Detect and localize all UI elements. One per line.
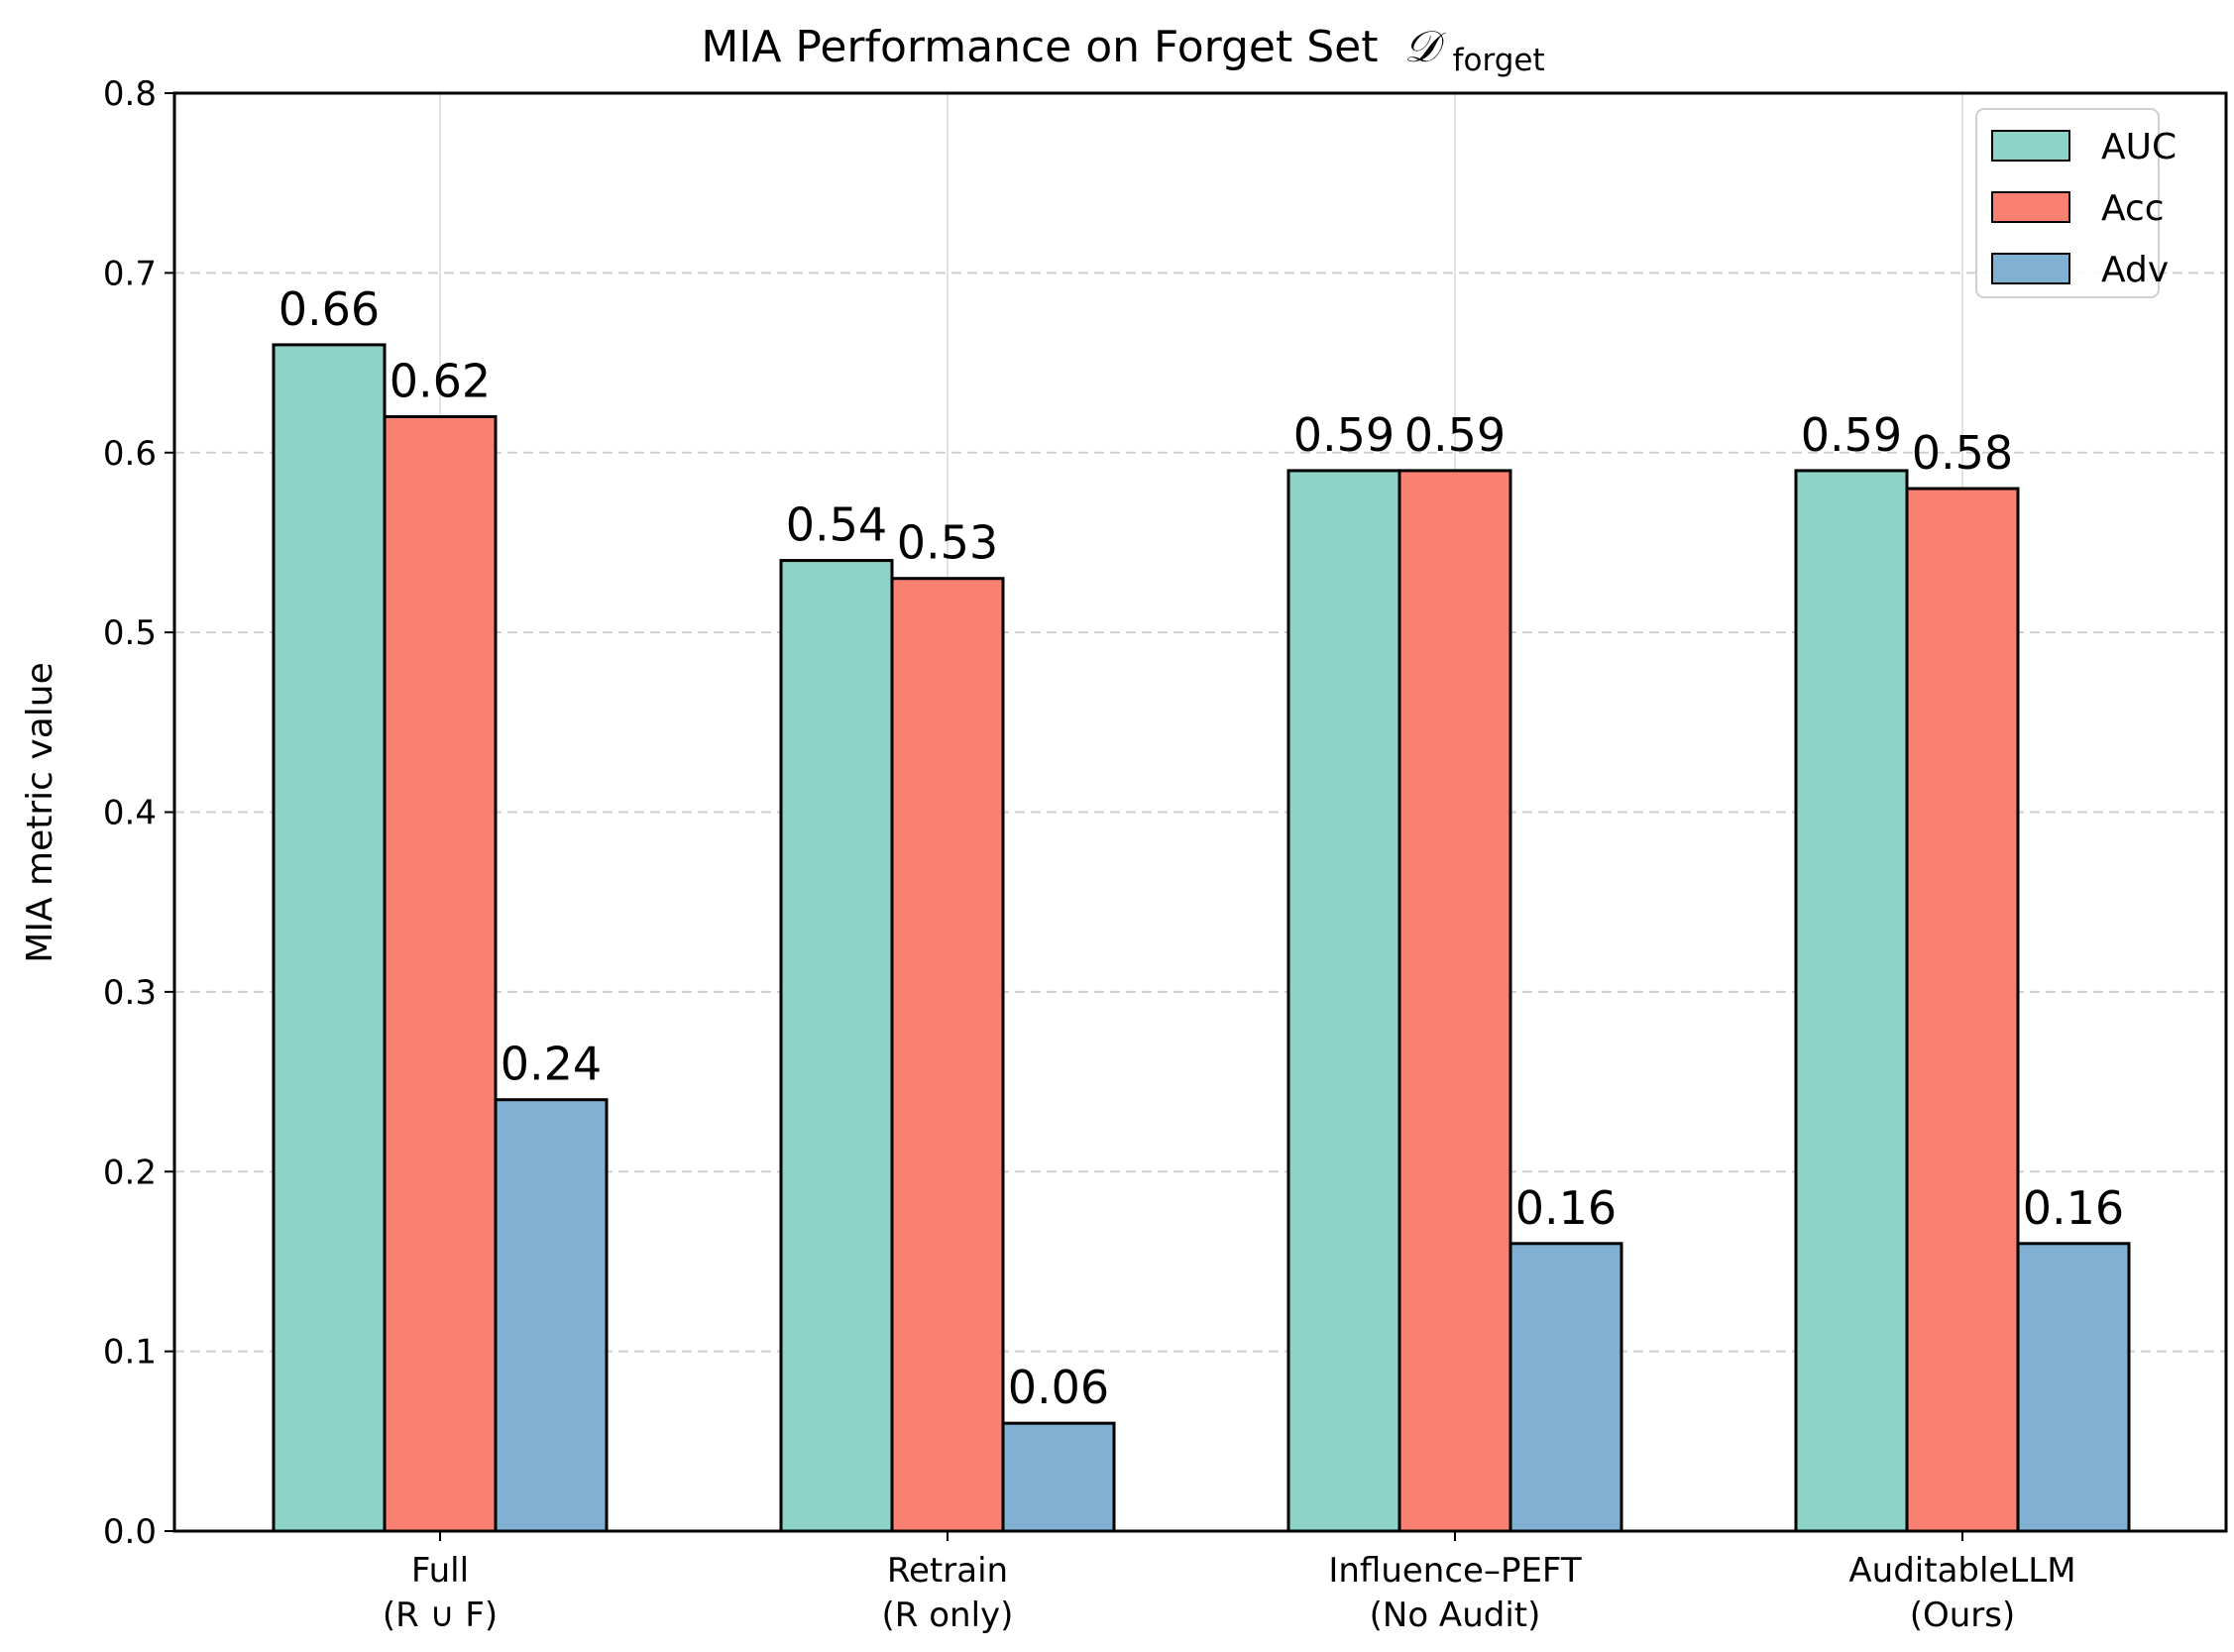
bar-auc-3 bbox=[1286, 469, 1401, 1533]
bar-value-label: 0.59 bbox=[1801, 408, 1902, 462]
bar-adv-4 bbox=[2016, 1242, 2131, 1533]
bar-value-label: 0.06 bbox=[1008, 1361, 1109, 1414]
y-tick-label: 0.2 bbox=[103, 1153, 157, 1192]
y-tick-label: 0.8 bbox=[103, 74, 157, 114]
y-tick-label: 0.7 bbox=[103, 254, 157, 293]
chart-title-text: MIA Performance on Forget Set bbox=[701, 22, 1378, 72]
legend-swatch-auc bbox=[1991, 130, 2070, 162]
bar-auc-1 bbox=[272, 343, 387, 1533]
bar-value-label: 0.16 bbox=[1515, 1181, 1617, 1235]
x-tick-sublabel: (R ∪ F) bbox=[383, 1596, 498, 1635]
legend-label-auc: AUC bbox=[2101, 127, 2177, 167]
chart-title-symbol: 𝒟 bbox=[1403, 22, 1446, 72]
y-tick-label: 0.1 bbox=[103, 1333, 157, 1373]
y-axis-ticks: 0.0 0.1 0.2 0.3 0.4 0.5 0.6 0.7 0.8 bbox=[103, 74, 174, 1552]
bar-auc-2 bbox=[779, 559, 894, 1533]
x-axis-ticks: Full (R ∪ F) Retrain (R only) Influence–PEFT… bbox=[383, 1531, 2076, 1635]
legend-swatch-adv bbox=[1991, 253, 2070, 284]
y-tick-label: 0.4 bbox=[103, 794, 157, 833]
bar-value-label: 0.58 bbox=[1912, 426, 2013, 480]
bar-value-label: 0.59 bbox=[1293, 408, 1395, 462]
bars bbox=[272, 343, 2131, 1533]
chart-title: MIA Performance on Forget Set 𝒟 forget bbox=[701, 22, 1544, 78]
bar-acc-1 bbox=[383, 414, 498, 1533]
bar-value-label: 0.24 bbox=[501, 1038, 602, 1091]
legend: AUC Acc Adv bbox=[1975, 108, 2177, 298]
bar-acc-2 bbox=[890, 577, 1005, 1533]
legend-label-acc: Acc bbox=[2101, 188, 2165, 229]
bar-value-label: 0.59 bbox=[1404, 408, 1506, 462]
bar-acc-3 bbox=[1397, 469, 1512, 1533]
bar-value-label: 0.16 bbox=[2023, 1181, 2124, 1235]
bar-adv-3 bbox=[1508, 1242, 1623, 1533]
bar-value-label: 0.62 bbox=[390, 354, 491, 407]
x-tick-sublabel: (R only) bbox=[882, 1596, 1014, 1635]
x-tick-label: Retrain bbox=[887, 1551, 1008, 1591]
y-tick-label: 0.3 bbox=[103, 973, 157, 1013]
x-tick-sublabel: (Ours) bbox=[1910, 1596, 2016, 1635]
bar-auc-4 bbox=[1794, 469, 1909, 1533]
bar-value-label: 0.53 bbox=[897, 516, 998, 570]
y-tick-label: 0.0 bbox=[103, 1512, 157, 1552]
x-tick-label: Full bbox=[411, 1551, 469, 1591]
legend-label-adv: Adv bbox=[2101, 250, 2169, 290]
y-tick-label: 0.6 bbox=[103, 434, 157, 474]
bar-adv-1 bbox=[494, 1098, 609, 1533]
y-axis-title: MIA metric value bbox=[20, 662, 60, 962]
bar-value-label: 0.54 bbox=[786, 498, 887, 552]
x-tick-label: AuditableLLM bbox=[1848, 1551, 2075, 1591]
bar-value-label: 0.66 bbox=[279, 282, 380, 336]
x-tick-label: Influence–PEFT bbox=[1328, 1551, 1582, 1591]
bar-acc-4 bbox=[1905, 487, 2020, 1533]
bar-adv-2 bbox=[1001, 1421, 1116, 1533]
legend-swatch-acc bbox=[1991, 191, 2070, 223]
bar-value-labels: 0.660.620.240.54 0.530.060.59 0.590.160.59… bbox=[279, 282, 2124, 1414]
chart-title-subscript: forget bbox=[1453, 43, 1545, 78]
x-tick-sublabel: (No Audit) bbox=[1370, 1596, 1541, 1635]
y-tick-label: 0.5 bbox=[103, 613, 157, 653]
